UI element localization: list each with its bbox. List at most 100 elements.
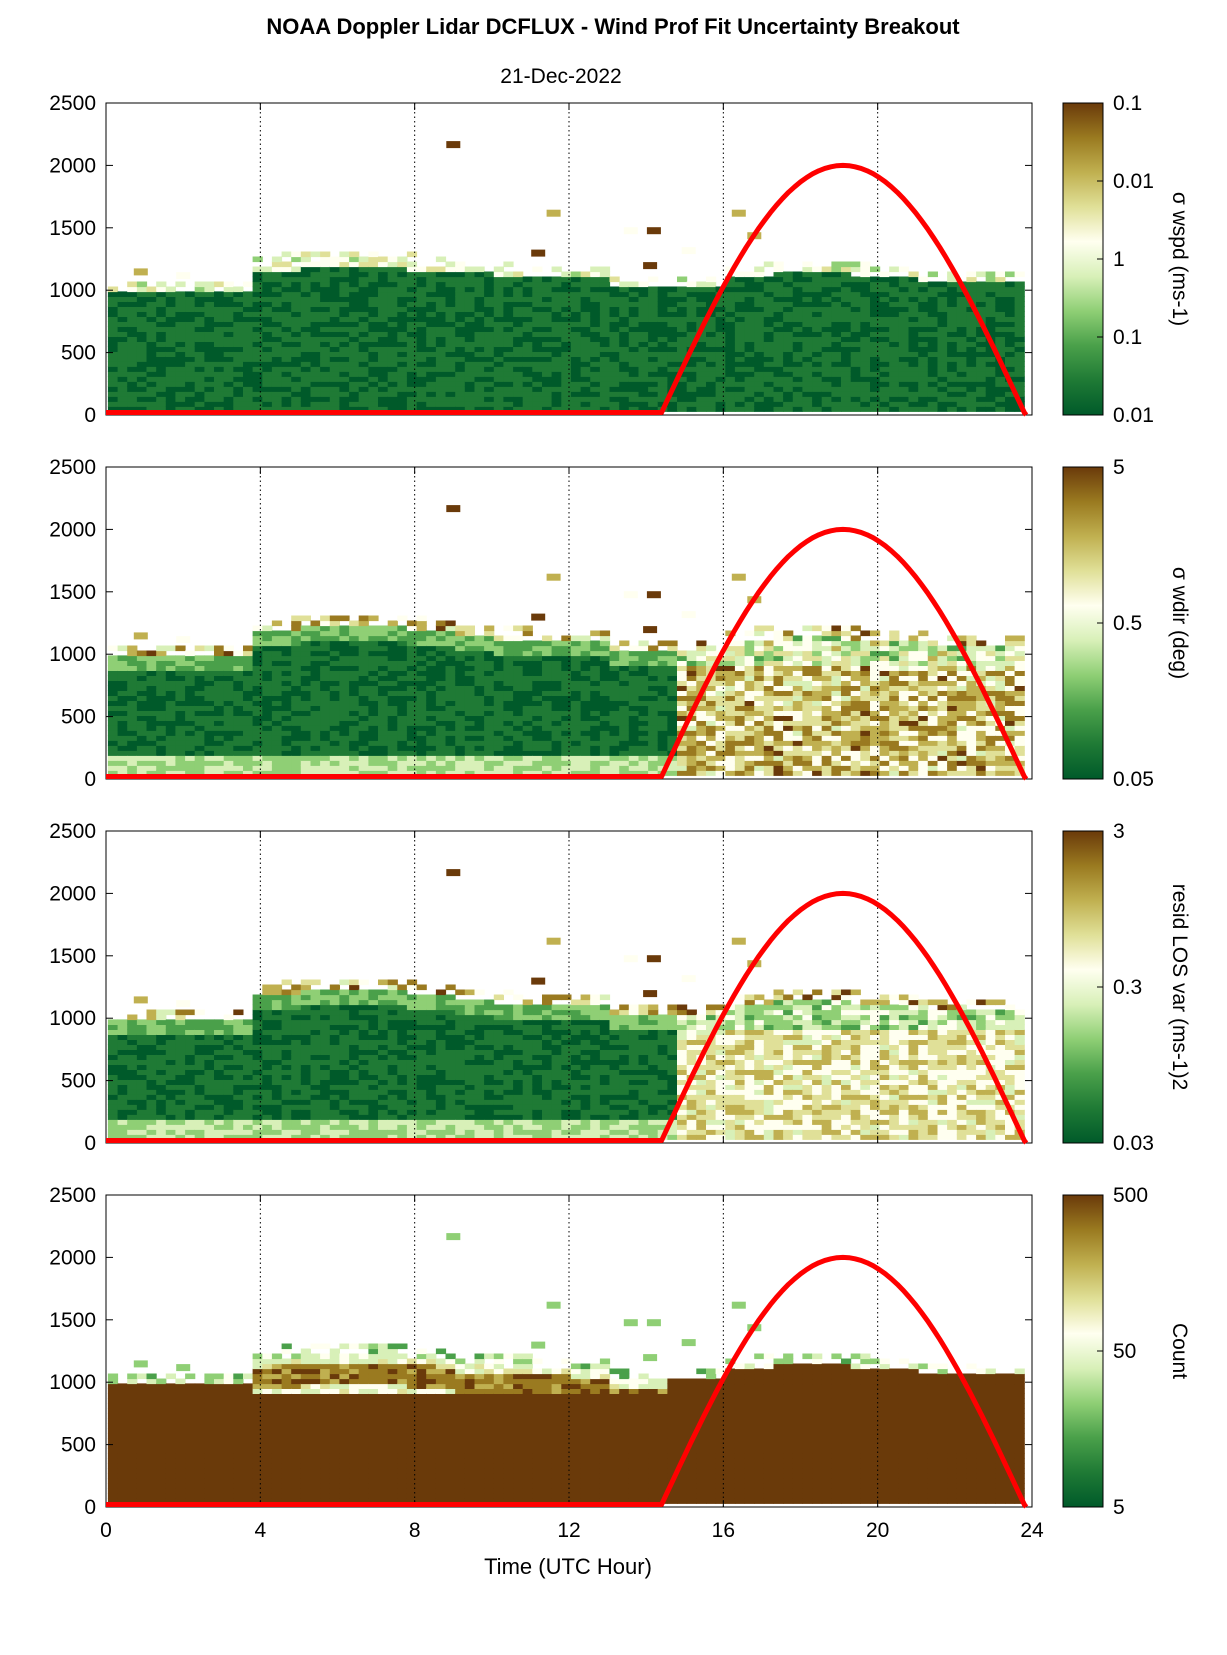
heatmap-cell [426, 695, 437, 701]
heatmap-cell [320, 740, 331, 746]
heatmap-cell [349, 286, 360, 293]
heatmap-cell [725, 346, 736, 352]
heatmap-cell [320, 615, 331, 622]
heatmap-cell [841, 321, 852, 327]
heatmap-cell [870, 630, 881, 637]
heatmap-cell [146, 286, 157, 293]
heatmap-cell [320, 765, 331, 771]
heatmap-cell [194, 680, 205, 686]
heatmap-cell [146, 700, 157, 706]
heatmap-cell [291, 725, 302, 731]
heatmap-cell [117, 366, 128, 372]
heatmap-cell [281, 670, 292, 676]
heatmap-cell [850, 366, 861, 372]
heatmap-cell [156, 346, 167, 352]
heatmap-cell [358, 765, 369, 771]
heatmap-cell [368, 391, 379, 397]
heatmap-cell [223, 291, 234, 297]
heatmap-cell [841, 695, 852, 701]
heatmap-cell [522, 745, 533, 751]
heatmap-cell [918, 321, 929, 327]
heatmap-cell [117, 685, 128, 691]
heatmap-cell [570, 755, 582, 761]
heatmap-cell [898, 326, 910, 332]
heatmap-cell [107, 286, 119, 293]
heatmap-cell [252, 376, 263, 382]
heatmap-cell [821, 386, 832, 392]
heatmap-cell [773, 745, 784, 751]
heatmap-cell [599, 730, 611, 736]
heatmap-cell [474, 311, 485, 317]
heatmap-cell [416, 725, 427, 731]
heatmap-cell [966, 276, 977, 283]
heatmap-cell [233, 381, 244, 387]
heatmap-cell [156, 685, 167, 691]
heatmap-cell [599, 710, 611, 716]
heatmap-cell [706, 351, 717, 357]
heatmap-cell [310, 326, 321, 332]
heatmap-cell [609, 321, 620, 327]
heatmap-cell [484, 660, 495, 666]
heatmap-cell [696, 760, 707, 766]
heatmap-cell [300, 341, 311, 347]
heatmap-cell [754, 296, 765, 302]
heatmap-cell [291, 381, 302, 387]
heatmap-cell [445, 670, 456, 676]
heatmap-cell [513, 366, 524, 372]
heatmap-cell [927, 351, 938, 357]
heatmap-cell [783, 700, 794, 706]
heatmap-cell [214, 685, 225, 691]
heatmap-cell [956, 351, 967, 357]
heatmap-cell [484, 630, 495, 637]
heatmap-cell [696, 281, 707, 288]
heatmap-cell [725, 640, 736, 647]
heatmap-cell [320, 276, 331, 283]
heatmap-cell [802, 760, 813, 766]
heatmap-cell [1014, 281, 1025, 288]
heatmap-cell [107, 321, 119, 327]
heatmap-cell [358, 665, 369, 671]
heatmap-cell [522, 306, 533, 312]
heatmap-cell [860, 351, 871, 357]
heatmap-cell [619, 710, 630, 716]
heatmap-cell [464, 635, 475, 642]
heatmap-cell [860, 376, 871, 382]
heatmap-cell [165, 740, 176, 746]
heatmap-cell [223, 665, 234, 671]
heatmap-cell [870, 740, 881, 746]
heatmap-cell [542, 700, 553, 706]
heatmap-cell [378, 700, 389, 706]
heatmap-cell [802, 361, 813, 367]
heatmap-cell [754, 640, 765, 647]
heatmap-cell [841, 271, 852, 278]
heatmap-cell [966, 371, 977, 377]
heatmap-cell [416, 720, 427, 726]
heatmap-cell [378, 331, 389, 337]
heatmap-cell [435, 740, 447, 746]
heatmap-cell [156, 401, 167, 407]
heatmap-cell [368, 401, 379, 407]
heatmap-cell [628, 665, 639, 671]
heatmap-cell [435, 725, 447, 731]
heatmap-cell [300, 720, 311, 726]
heatmap-cell [744, 630, 755, 637]
heatmap-cell [464, 755, 475, 761]
heatmap-cell [329, 396, 340, 402]
heatmap-cell [686, 331, 697, 337]
heatmap-cell [503, 710, 514, 716]
heatmap-cell [580, 271, 591, 278]
heatmap-cell [725, 326, 736, 332]
heatmap-cell [947, 316, 958, 322]
heatmap-cell [802, 670, 813, 676]
heatmap-cell [918, 316, 929, 322]
heatmap-cell [484, 396, 495, 402]
heatmap-cell [271, 640, 283, 647]
heatmap-cell [484, 366, 495, 372]
heatmap-cell [300, 256, 311, 263]
heatmap-cell [937, 386, 948, 392]
heatmap-cell [349, 276, 360, 283]
heatmap-cell [175, 321, 186, 327]
heatmap-cell [628, 720, 639, 726]
heatmap-cell [599, 700, 611, 706]
heatmap-cell [416, 680, 427, 686]
